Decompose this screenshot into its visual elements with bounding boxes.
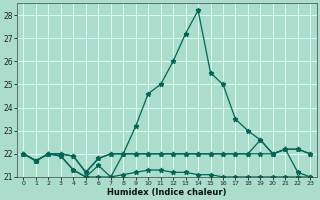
X-axis label: Humidex (Indice chaleur): Humidex (Indice chaleur) xyxy=(107,188,227,197)
